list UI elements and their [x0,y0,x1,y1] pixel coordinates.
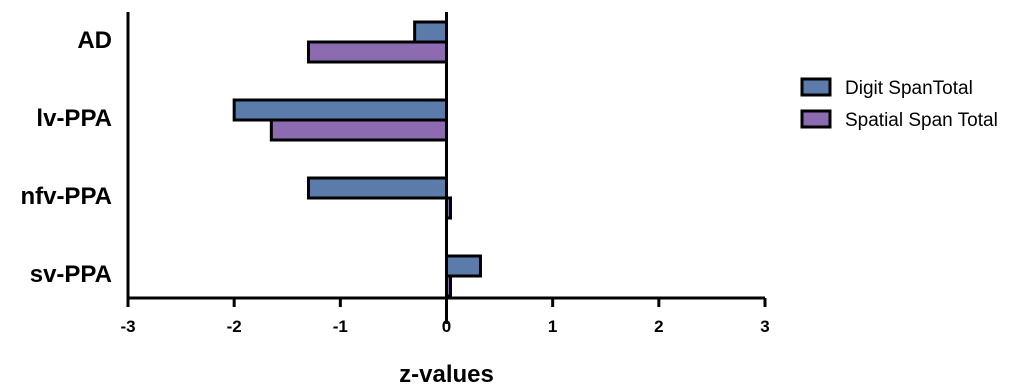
category-label: lv-PPA [36,105,112,132]
x-tick-label: 0 [442,317,451,336]
legend-swatch [800,77,832,97]
legend-label: Spatial Span Total [845,110,998,131]
x-ticks: -3 -2 -1 0 1 2 3 [120,298,770,336]
bar-ad-series-2 [306,40,448,64]
bar-sv-ppa-series-1 [445,254,482,278]
bar-nfv-ppa-series-1 [306,176,448,200]
x-tick-label: 2 [654,317,663,336]
legend-swatch [800,109,832,129]
legend: Digit SpanTotal Spatial Span Total [800,77,998,131]
category-label: AD [77,27,112,54]
bar-lv-ppa-series-2 [269,118,449,142]
bar-ad-series-1 [413,20,448,44]
x-axis-title: z-values [399,361,494,387]
category-labels: AD lv-PPA nfv-PPA sv-PPA [20,27,112,288]
legend-label: Digit SpanTotal [845,78,973,99]
x-tick-label: -2 [227,317,242,336]
bars-layer [232,12,482,324]
x-tick-label: 3 [760,317,769,336]
category-label: nfv-PPA [20,183,112,210]
x-tick-label: -3 [120,317,135,336]
category-label: sv-PPA [30,261,112,288]
x-tick-label: 1 [548,317,557,336]
bar-lv-ppa-series-1 [232,98,448,122]
x-tick-label: -1 [333,317,348,336]
